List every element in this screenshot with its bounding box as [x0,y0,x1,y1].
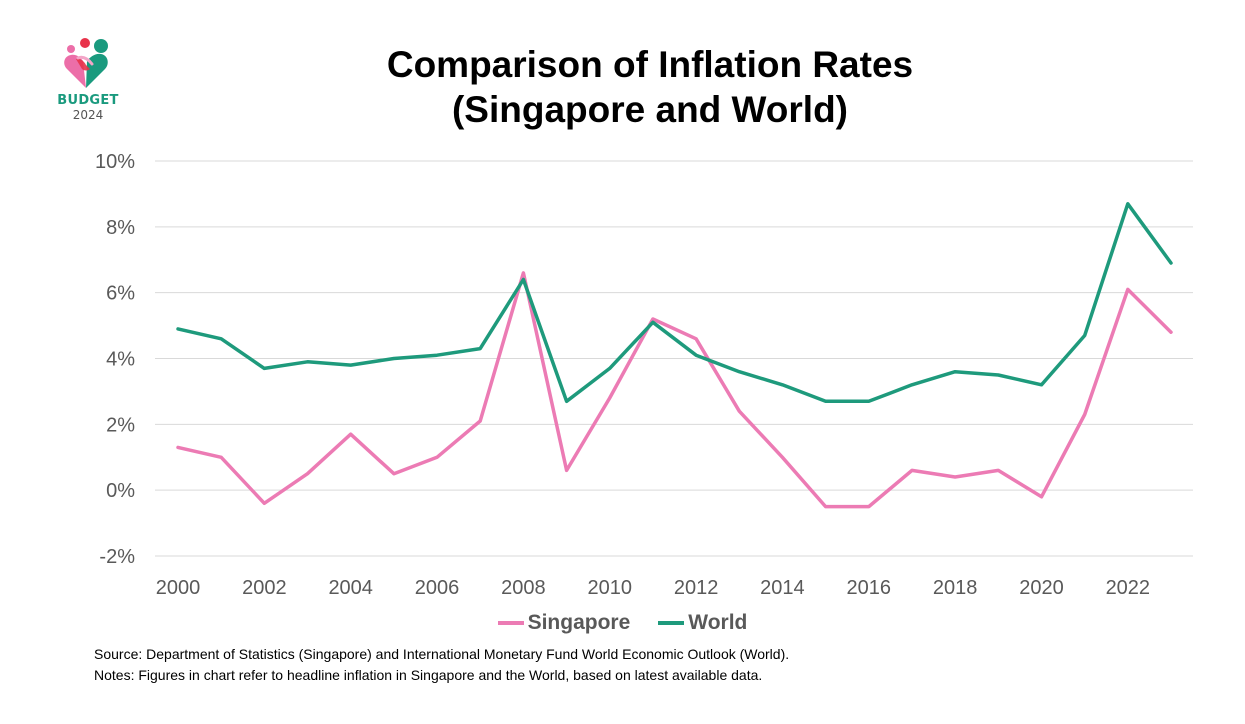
series-line-world [176,202,1173,404]
x-tick-label: 2000 [156,577,201,599]
legend-label-world: World [688,611,748,634]
y-tick-label: 10% [95,151,135,173]
series-lines [176,202,1173,509]
heart-people-icon [64,38,108,88]
x-tick-label: 2008 [501,577,546,599]
x-tick-label: 2002 [242,577,287,599]
x-tick-label: 2018 [933,577,978,599]
x-tick-label: 2020 [1019,577,1064,599]
x-axis-tick-labels: 2000 2002 2004 2006 2008 2010 2012 2014 2016 2018… [156,577,1150,599]
chart-subtitle: (Singapore and World) [451,89,849,130]
legend-item-singapore: Singapore [497,611,631,635]
x-tick-label: 2004 [328,577,373,599]
chart-title-block: Comparison of Inflation Rates (Singapore… [250,42,1050,132]
x-tick-label: 2006 [415,577,460,599]
source-text: Source: Department of Statistics (Singap… [94,646,790,662]
legend-item-world: World [658,611,747,635]
y-tick-label: 4% [106,349,135,371]
y-axis-tick-labels: -2% 0% 2% 4% 6% 8% 10% [95,151,135,568]
legend-swatch-world [658,621,685,625]
source-notes: Source: Department of Statistics (Singap… [94,644,789,686]
budget-logo: BUDGET 2024 [50,34,126,124]
notes-text: Notes: Figures in chart refer to headlin… [94,667,763,683]
x-tick-label: 2010 [587,577,632,599]
x-tick-label: 2016 [847,577,892,599]
logo-year: 2024 [72,108,104,122]
series-line-singapore [176,271,1173,509]
y-tick-label: 6% [106,283,135,305]
logo-text: BUDGET 2024 [50,93,126,123]
legend-label-singapore: Singapore [527,611,631,634]
chart-legend: Singapore World [0,611,1245,635]
y-tick-label: -2% [99,546,135,568]
x-tick-label: 2012 [674,577,719,599]
x-tick-label: 2014 [760,577,805,599]
y-tick-label: 2% [106,414,135,436]
y-tick-label: 8% [106,217,135,239]
x-tick-label: 2022 [1106,577,1151,599]
chart-title: Comparison of Inflation Rates [386,44,914,85]
legend-swatch-singapore [497,621,524,625]
y-tick-label: 0% [106,480,135,502]
logo-word: BUDGET [57,93,119,108]
gridlines [155,160,1193,557]
